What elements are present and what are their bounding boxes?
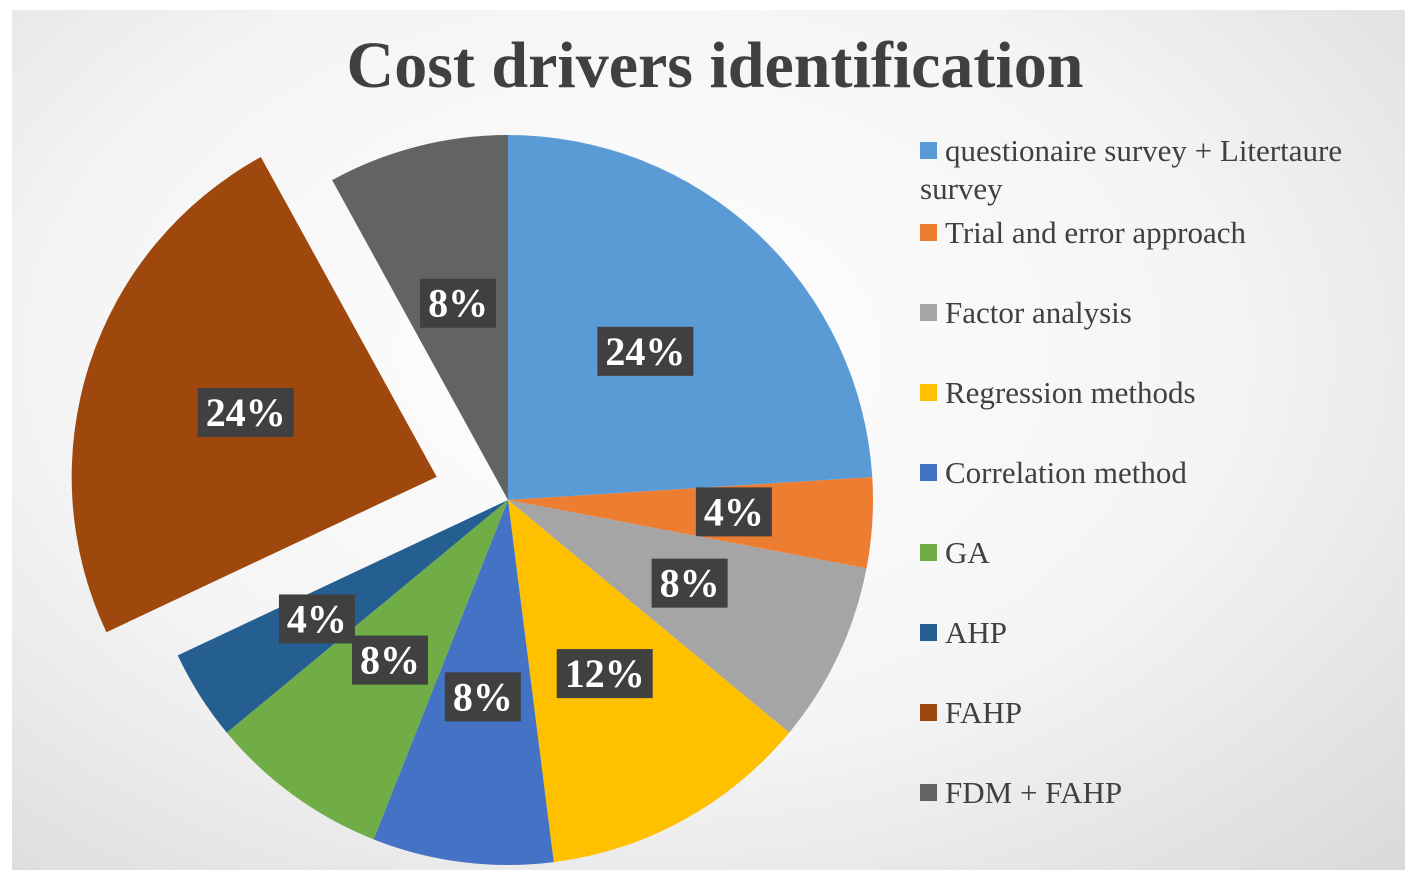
- data-label: 8%: [651, 558, 728, 608]
- pie-slice: [508, 477, 874, 569]
- legend-swatch: [920, 544, 937, 561]
- legend-item: FDM + FAHP: [920, 774, 1410, 812]
- data-label: 24%: [597, 326, 694, 376]
- data-label-box: [444, 672, 521, 722]
- data-label-box: [695, 487, 772, 537]
- legend-swatch: [920, 384, 937, 401]
- legend-swatch: [920, 704, 937, 721]
- legend-label: FAHP: [945, 695, 1022, 730]
- legend-label: Correlation method: [945, 455, 1187, 490]
- data-label-text: 8%: [660, 561, 720, 606]
- legend-label: questionaire survey + Litertaure survey: [920, 133, 1343, 206]
- legend-item: FAHP: [920, 694, 1410, 732]
- legend-item: Trial and error approach: [920, 214, 1410, 252]
- data-label: 8%: [352, 635, 429, 685]
- data-label: 8%: [420, 278, 497, 328]
- data-label-text: 24%: [605, 329, 685, 374]
- data-label-box: [597, 326, 694, 376]
- legend-item: Correlation method: [920, 454, 1410, 492]
- data-label-box: [651, 558, 728, 608]
- chart-title: Cost drivers identification: [347, 29, 1084, 102]
- legend-label: GA: [945, 535, 990, 570]
- data-label: 4%: [278, 594, 355, 644]
- legend-label: FDM + FAHP: [945, 775, 1123, 810]
- legend-label: Regression methods: [945, 375, 1196, 410]
- legend-swatch: [920, 224, 937, 241]
- data-label-box: [556, 649, 653, 699]
- data-label-text: 8%: [360, 638, 420, 683]
- legend-swatch: [920, 624, 937, 641]
- legend-item: questionaire survey + Litertaure survey: [920, 132, 1410, 208]
- legend-swatch: [920, 142, 937, 159]
- data-label-text: 4%: [704, 489, 764, 534]
- data-label-box: [197, 387, 294, 437]
- legend-item: Regression methods: [920, 374, 1410, 412]
- data-label: 12%: [556, 649, 653, 699]
- legend-swatch: [920, 784, 937, 801]
- pie-slice: [508, 135, 873, 500]
- legend-label: AHP: [945, 615, 1008, 650]
- data-label-text: 4%: [287, 596, 347, 641]
- data-label-text: 8%: [428, 281, 488, 326]
- data-label: 4%: [695, 487, 772, 537]
- legend-label: Factor analysis: [945, 295, 1132, 330]
- data-label-box: [352, 635, 429, 685]
- legend-item: GA: [920, 534, 1410, 572]
- data-label: 24%: [197, 387, 294, 437]
- legend-swatch: [920, 464, 937, 481]
- legend-label: Trial and error approach: [945, 215, 1246, 250]
- data-label-text: 8%: [453, 674, 513, 719]
- data-label-box: [278, 594, 355, 644]
- legend-item: Factor analysis: [920, 294, 1410, 332]
- data-label: 8%: [444, 672, 521, 722]
- data-label-box: [420, 278, 497, 328]
- pie-slice: [508, 500, 867, 733]
- legend-swatch: [920, 304, 937, 321]
- legend-item: AHP: [920, 614, 1410, 652]
- data-label-text: 12%: [565, 651, 645, 696]
- data-label-text: 24%: [206, 390, 286, 435]
